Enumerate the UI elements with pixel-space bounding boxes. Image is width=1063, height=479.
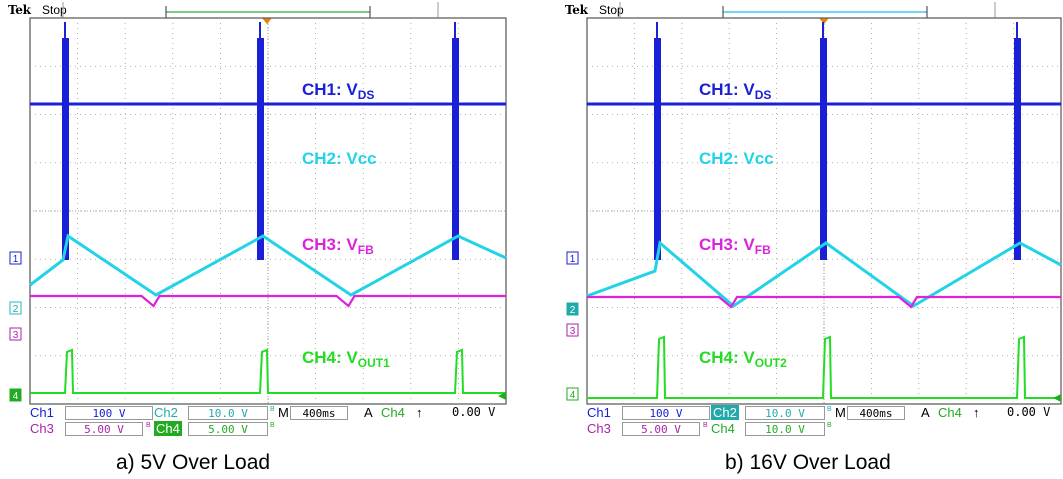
- ch1-scale-readout: 100 V: [65, 406, 153, 420]
- timebase-prefix: M: [835, 405, 846, 420]
- ch2-trace-label: CH2: Vcc: [699, 149, 774, 168]
- svg-text:3: 3: [570, 326, 576, 337]
- ch2-scale-readout: 10.0 V: [188, 406, 268, 420]
- trigger-level-marker: [1053, 394, 1061, 402]
- ch3-ground-marker: 3: [9, 327, 22, 341]
- ch3-scale-readout: 5.00 V: [65, 422, 143, 436]
- timebase-readout: 400ms: [290, 406, 348, 420]
- ch1-ground-marker: 1: [566, 251, 579, 265]
- ch4-trace-label: CH4: VOUT2: [699, 348, 787, 370]
- ch2-vcc-trace: [586, 240, 1062, 308]
- ch2-scale-readout: 10.0 V: [745, 406, 825, 420]
- ch1-readout-name: Ch1: [30, 405, 54, 420]
- trigger-level-marker: [498, 392, 506, 400]
- grid-lines: [30, 18, 506, 404]
- ch3-readout-name: Ch3: [30, 421, 54, 436]
- trigger-slope-icon: ↑: [973, 405, 980, 420]
- timebase-prefix: M: [278, 405, 289, 420]
- trigger-mode: A: [364, 405, 373, 420]
- ch4-scale-readout: 10.0 V: [745, 422, 825, 436]
- ch3-bw-icon: B: [146, 422, 151, 429]
- ch3-scale-readout: 5.00 V: [622, 422, 700, 436]
- trigger-source: Ch4: [381, 405, 405, 420]
- ch1-scale-readout: 100 V: [622, 406, 710, 420]
- ch3-ground-marker: 3: [566, 323, 579, 337]
- ch2-bw-icon: B: [270, 406, 275, 413]
- trigger-position-marker: [262, 18, 272, 24]
- ch4-scale-readout: 5.00 V: [188, 422, 268, 436]
- acquisition-state: Stop: [599, 3, 624, 17]
- ch3-trace-label: CH3: VFB: [699, 235, 771, 257]
- svg-text:3: 3: [13, 330, 19, 341]
- svg-text:4: 4: [13, 391, 19, 402]
- tek-logo: Tek: [8, 3, 31, 17]
- ch4-vout-trace: [587, 335, 1061, 399]
- trigger-source: Ch4: [938, 405, 962, 420]
- acquisition-state: Stop: [42, 3, 67, 17]
- ch1-trace-label: CH1: VDS: [302, 80, 374, 102]
- ch2-readout-name: Ch2: [711, 405, 739, 420]
- ch4-readout-name: Ch4: [711, 421, 735, 436]
- scope-screen: CH1: VDS CH2: Vcc CH3: VFB CH4: VOUT2 1 …: [566, 2, 1062, 405]
- ch2-readout-name: Ch2: [154, 405, 178, 420]
- scope-header: Tek Stop: [565, 0, 1063, 18]
- ch3-readout-name: Ch3: [587, 421, 611, 436]
- ch3-vfb-trace: [30, 294, 506, 308]
- ch1-vds-trace: [587, 22, 1061, 260]
- ch3-trace-label: CH3: VFB: [302, 235, 374, 257]
- ch1-readout-name: Ch1: [587, 405, 611, 420]
- svg-text:1: 1: [570, 254, 576, 265]
- ch4-bw-icon: B: [270, 422, 275, 429]
- ch2-ground-marker: 2: [566, 302, 579, 316]
- ch1-trace-label: CH1: VDS: [699, 80, 771, 102]
- ch1-vds-trace: [30, 22, 506, 260]
- ch3-vfb-trace: [587, 295, 1061, 309]
- ch1-ground-marker: 1: [9, 251, 22, 265]
- figure-caption: b) 16V Over Load: [725, 451, 891, 474]
- record-window-indicator: [722, 6, 928, 18]
- trigger-slope-icon: ↑: [416, 405, 423, 420]
- tek-logo: Tek: [565, 3, 588, 17]
- ch2-trace-label: CH2: Vcc: [302, 149, 377, 168]
- record-window-indicator: [165, 6, 371, 18]
- ch2-bw-icon: B: [827, 406, 832, 413]
- ch4-ground-marker: 4: [9, 388, 22, 402]
- scope-panel-a: Tek Stop: [8, 0, 508, 479]
- figure-caption: a) 5V Over Load: [116, 451, 271, 474]
- ch3-bw-icon: B: [703, 422, 708, 429]
- timebase-readout: 400ms: [847, 406, 905, 420]
- svg-text:2: 2: [570, 305, 576, 316]
- ch2-ground-marker: 2: [9, 301, 22, 315]
- scope-panel-b: Tek Stop CH1: VDS CH2: Vcc CH: [565, 0, 1063, 479]
- trigger-level: 0.00 V: [1007, 405, 1051, 419]
- scope-screen: CH1: VDS CH2: Vcc CH3: VFB CH4: VOUT1 1 …: [9, 2, 507, 405]
- ch4-readout-name: Ch4: [154, 421, 182, 436]
- graticule: [29, 17, 507, 405]
- ch4-bw-icon: B: [827, 422, 832, 429]
- svg-text:2: 2: [13, 304, 19, 315]
- ch2-vcc-trace: [29, 233, 507, 297]
- scope-header: Tek Stop: [8, 0, 508, 18]
- svg-text:1: 1: [13, 254, 19, 265]
- trigger-mode: A: [921, 405, 930, 420]
- trigger-level: 0.00 V: [452, 405, 496, 419]
- ch4-vout-trace: [30, 348, 506, 394]
- svg-text:4: 4: [570, 390, 576, 401]
- ch4-trace-label: CH4: VOUT1: [302, 348, 390, 370]
- ch4-ground-marker: 4: [566, 387, 579, 401]
